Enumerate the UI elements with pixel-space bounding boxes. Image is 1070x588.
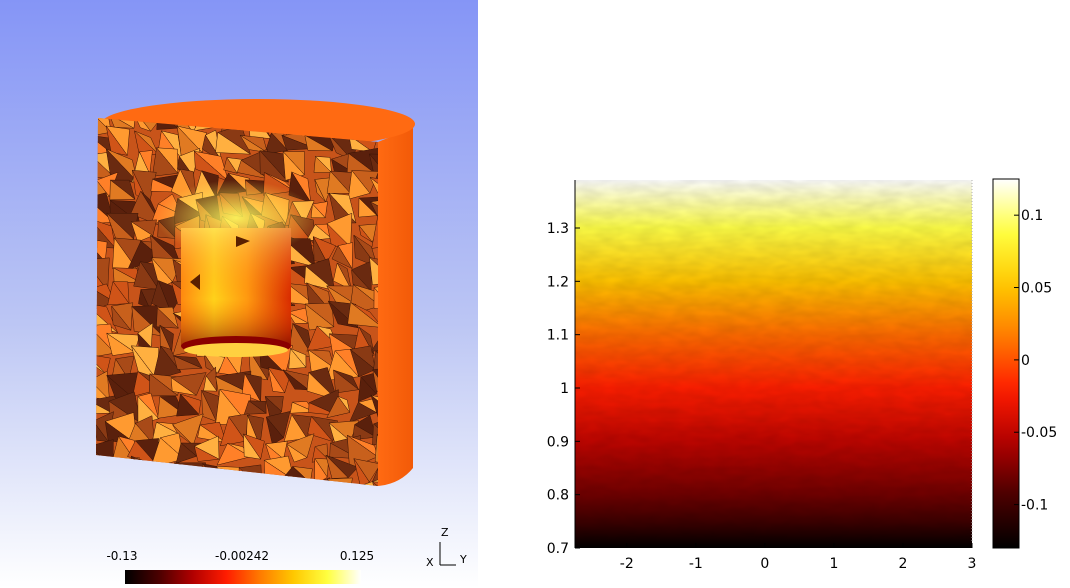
axis-y-label: Y — [460, 553, 467, 566]
colorbar-tick-label: 0.1 — [1021, 208, 1043, 224]
colorbar-min-label: -0.13 — [106, 549, 138, 563]
colorbar-tick-label: -0.1 — [1021, 498, 1048, 514]
x-tick-label: 0 — [760, 556, 769, 572]
y-tick-label: 0.8 — [547, 488, 569, 504]
y-tick-label: 0.7 — [547, 541, 569, 557]
colorbar-tick-label: 0.05 — [1021, 281, 1052, 297]
y-tick-label: 1.3 — [547, 221, 569, 237]
x-tick-label: 2 — [898, 556, 907, 572]
colorbar-max-label: 0.125 — [339, 549, 375, 563]
x-tick-label: 1 — [829, 556, 838, 572]
3d-view-panel[interactable]: -0.13 -0.00242 0.125 Z X Y — [0, 0, 478, 588]
colorbar-tick-label: -0.05 — [1021, 425, 1057, 441]
heatmap-panel: -2 -1 0 1 2 3 0.7 0.8 0.9 1 1.1 1.2 1.3 0.1 0.05 0 -0.0… — [478, 0, 1070, 588]
x-tick-label: 3 — [968, 556, 977, 572]
y-tick-label: 0.9 — [547, 434, 569, 450]
axis-x-label: X — [426, 556, 434, 569]
axis-z-label: Z — [441, 526, 449, 539]
y-tick-label: 1.1 — [547, 328, 569, 344]
colorbar — [992, 178, 1020, 549]
heatmap-chart: -2 -1 0 1 2 3 0.7 0.8 0.9 1 1.1 1.2 1.3 0.1 0.05 0 -0.0… — [547, 178, 1057, 572]
axes-triad-icon — [439, 542, 456, 566]
colorbar-mid-label: -0.00242 — [215, 549, 269, 563]
y-tick-label: 1 — [560, 381, 569, 397]
heatmap-texture — [575, 180, 972, 548]
colorbar-tick-label: 0 — [1021, 353, 1030, 369]
horizontal-colorbar — [125, 570, 361, 584]
y-tick-label: 1.2 — [547, 274, 569, 290]
cutaway-cylinder-render — [96, 99, 415, 486]
x-tick-label: -1 — [689, 556, 703, 572]
x-tick-label: -2 — [620, 556, 634, 572]
